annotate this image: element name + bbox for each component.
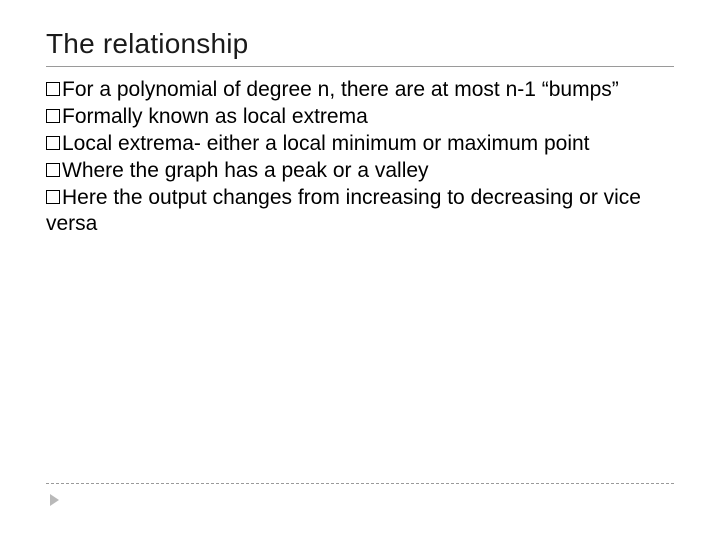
square-bullet-icon bbox=[46, 136, 60, 150]
list-item: Here the output changes from increasing … bbox=[46, 185, 674, 239]
square-bullet-icon bbox=[46, 82, 60, 96]
square-bullet-icon bbox=[46, 190, 60, 204]
bullet-list: For a polynomial of degree n, there are … bbox=[46, 77, 674, 238]
slide-marker-icon bbox=[50, 494, 59, 506]
slide-body: For a polynomial of degree n, there are … bbox=[46, 77, 674, 238]
title-underline bbox=[46, 66, 674, 67]
bullet-text: Formally known as local extrema bbox=[62, 105, 368, 128]
slide: The relationship For a polynomial of deg… bbox=[0, 0, 720, 540]
list-item: Local extrema- either a local minimum or… bbox=[46, 131, 674, 158]
slide-title: The relationship bbox=[46, 28, 674, 60]
bullet-text: Here the output changes from increasing … bbox=[46, 186, 641, 236]
footer-divider bbox=[46, 483, 674, 484]
list-item: Formally known as local extrema bbox=[46, 104, 674, 131]
bullet-text: Local extrema- either a local minimum or… bbox=[62, 132, 590, 155]
bullet-text: Where the graph has a peak or a valley bbox=[62, 159, 429, 182]
bullet-text: For a polynomial of degree n, there are … bbox=[62, 78, 619, 101]
square-bullet-icon bbox=[46, 109, 60, 123]
square-bullet-icon bbox=[46, 163, 60, 177]
list-item: Where the graph has a peak or a valley bbox=[46, 158, 674, 185]
list-item: For a polynomial of degree n, there are … bbox=[46, 77, 674, 104]
